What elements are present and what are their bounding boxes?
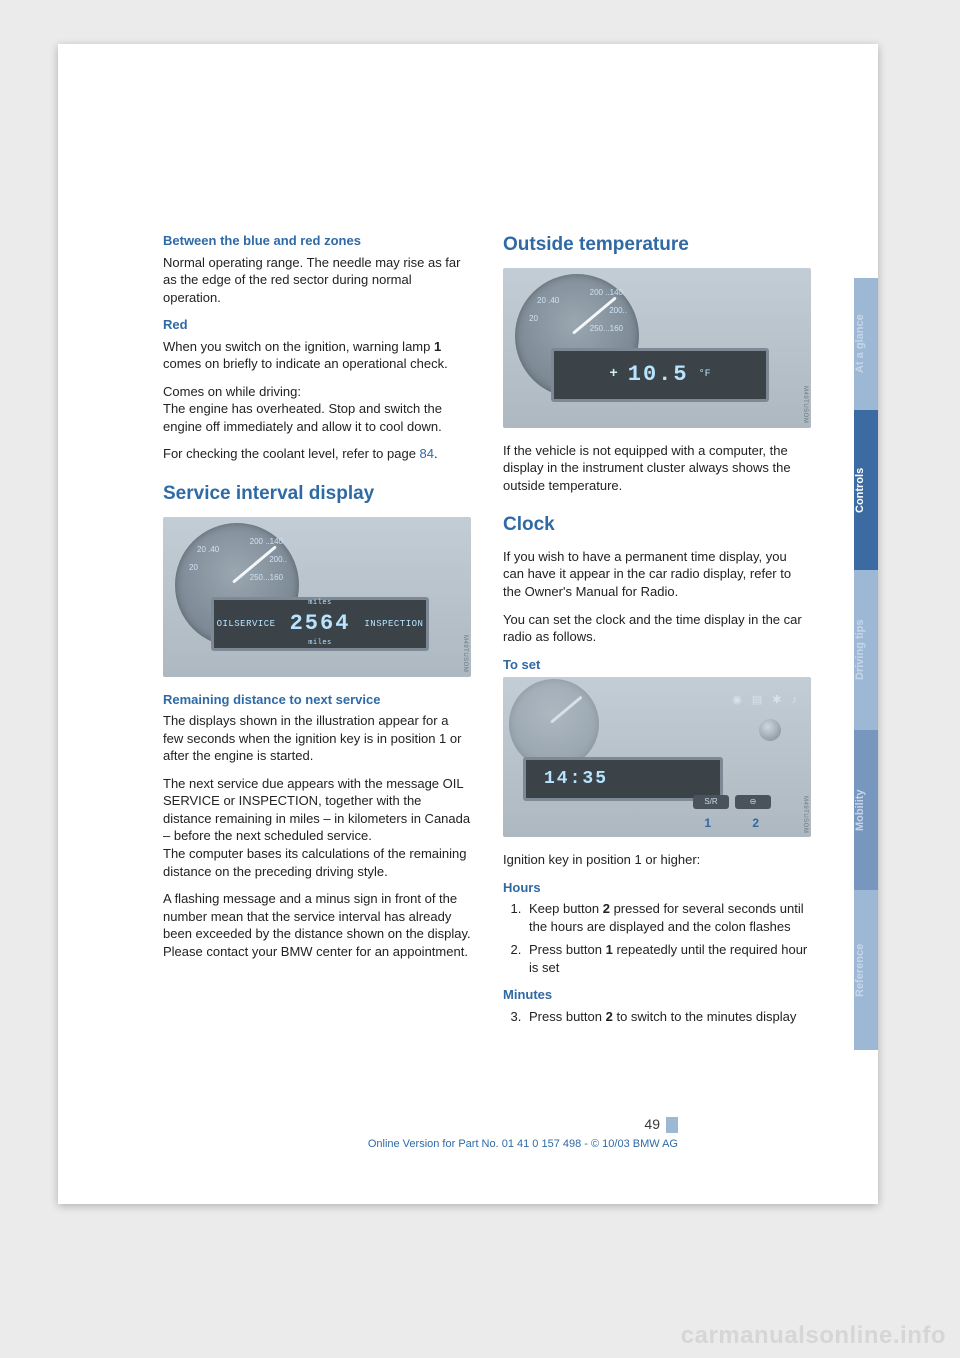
- tick: 250...160: [250, 573, 283, 584]
- text: When you switch on the ignition, warning…: [163, 339, 434, 354]
- radio-icons-row: ◉ ▤ ✱ ♪: [732, 693, 797, 708]
- tick: 200..: [269, 555, 287, 566]
- lcd-display: OILSERVICE miles 2564 miles INSPECTION: [211, 597, 429, 651]
- tick: 200 ..140: [590, 288, 623, 299]
- lcd-plus: +: [609, 365, 617, 384]
- tick: 200 ..140: [250, 537, 283, 548]
- callout-2: 2: [752, 815, 759, 831]
- content-area: Between the blue and red zones Normal op…: [163, 232, 811, 1036]
- list-item: Press button 2 to switch to the minutes …: [525, 1008, 811, 1026]
- para-red-3: For checking the coolant level, refer to…: [163, 445, 471, 463]
- heading-to-set: To set: [503, 656, 811, 674]
- lcd-display: + 10.5 °F: [551, 348, 769, 402]
- right-column: Outside temperature 20 20 .40 200 ..140 …: [503, 232, 811, 1036]
- manual-page: At a glance Controls Driving tips Mobili…: [58, 44, 878, 1204]
- heading-hours: Hours: [503, 879, 811, 897]
- image-code: M49TUSOM: [461, 635, 469, 672]
- tab-reference[interactable]: Reference: [854, 890, 878, 1050]
- heading-remaining-distance: Remaining distance to next service: [163, 691, 471, 709]
- page-number-box: [666, 1117, 678, 1133]
- heading-red: Red: [163, 316, 471, 334]
- radio-btn-sr: S/R: [693, 795, 729, 809]
- bold-1: 1: [606, 942, 613, 957]
- para-ignition: Ignition key in position 1 or higher:: [503, 851, 811, 869]
- text: comes on briefly to indicate an operatio…: [163, 356, 448, 371]
- lcd-number: 2564: [290, 609, 351, 639]
- para-clock-2: You can set the clock and the time displ…: [503, 611, 811, 646]
- para-between: Normal operating range. The needle may r…: [163, 254, 471, 307]
- tab-at-a-glance[interactable]: At a glance: [854, 278, 878, 410]
- para-red-1: When you switch on the ignition, warning…: [163, 338, 471, 373]
- text: For checking the coolant level, refer to…: [163, 446, 420, 461]
- lcd-temp-unit: °F: [699, 368, 711, 382]
- cluster-temp-illustration: 20 20 .40 200 ..140 200.. 250...160 + 10…: [503, 268, 811, 428]
- radio-btn-clock: ⊖: [735, 795, 771, 809]
- lcd-oilservice: OILSERVICE: [217, 618, 276, 630]
- watermark: carmanualsonline.info: [681, 1322, 946, 1350]
- tick: 20: [189, 563, 198, 574]
- para-rem-1: The displays shown in the illustration a…: [163, 712, 471, 765]
- lcd-center: miles 2564 miles: [290, 599, 351, 648]
- cluster-service-illustration: 20 20 .40 200 ..140 200.. 250...160 OILS…: [163, 517, 471, 677]
- bold-2: 2: [606, 1009, 613, 1024]
- bold-1: 1: [434, 339, 441, 354]
- hours-list: Keep button 2 pressed for several second…: [503, 900, 811, 976]
- image-code: M49TUSOM: [801, 796, 809, 833]
- lcd-miles-bot: miles: [308, 639, 332, 648]
- radio-icon: ▤: [752, 693, 762, 708]
- lcd-temp-value: 10.5: [628, 360, 689, 390]
- callout-1: 1: [704, 815, 711, 831]
- bold-2: 2: [603, 901, 610, 916]
- radio-icon: ✱: [772, 693, 781, 708]
- minutes-list: Press button 2 to switch to the minutes …: [503, 1008, 811, 1026]
- lcd-time: 14:35: [544, 767, 608, 791]
- text: Press button: [529, 942, 606, 957]
- gauge-needle: [550, 696, 583, 724]
- radio-buttons: S/R ⊖: [693, 795, 771, 809]
- lcd-inspection: INSPECTION: [364, 618, 423, 630]
- para-rem-2: The next service due appears with the me…: [163, 775, 471, 880]
- heading-between-zones: Between the blue and red zones: [163, 232, 471, 250]
- heading-clock: Clock: [503, 512, 811, 538]
- list-item: Keep button 2 pressed for several second…: [525, 900, 811, 935]
- gauge-dial: [509, 679, 599, 769]
- radio-knob: [759, 719, 781, 741]
- text: .: [434, 446, 438, 461]
- tick: 20 .40: [537, 296, 559, 307]
- para-red-2: Comes on while driving: The engine has o…: [163, 383, 471, 436]
- image-code: M49TUSOM: [801, 386, 809, 423]
- text: Keep button: [529, 901, 603, 916]
- left-column: Between the blue and red zones Normal op…: [163, 232, 471, 1036]
- para-outside: If the vehicle is not equipped with a co…: [503, 442, 811, 495]
- text: Press button: [529, 1009, 606, 1024]
- heading-service-interval: Service interval display: [163, 481, 471, 507]
- para-clock-1: If you wish to have a permanent time dis…: [503, 548, 811, 601]
- radio-icon: ◉: [732, 693, 742, 708]
- heading-minutes: Minutes: [503, 986, 811, 1004]
- side-tabs: At a glance Controls Driving tips Mobili…: [854, 278, 878, 1050]
- page-number: 49: [644, 1116, 660, 1132]
- cluster-radio-illustration: ◉ ▤ ✱ ♪ 14:35 S/R ⊖ 1 2 M49TUSOM: [503, 677, 811, 837]
- tick: 20: [529, 314, 538, 325]
- page-link-84[interactable]: 84: [420, 446, 434, 461]
- footer-copyright: Online Version for Part No. 01 41 0 157 …: [368, 1138, 678, 1150]
- para-rem-3: A flashing message and a minus sign in f…: [163, 890, 471, 960]
- tab-driving-tips[interactable]: Driving tips: [854, 570, 878, 730]
- radio-icon: ♪: [792, 693, 798, 708]
- tick: 20 .40: [197, 545, 219, 556]
- tick: 200..: [609, 306, 627, 317]
- heading-outside-temp: Outside temperature: [503, 232, 811, 258]
- lcd-miles-top: miles: [308, 599, 332, 608]
- tick: 250...160: [590, 324, 623, 335]
- tab-controls[interactable]: Controls: [854, 410, 878, 570]
- tab-mobility[interactable]: Mobility: [854, 730, 878, 890]
- list-item: Press button 1 repeatedly until the requ…: [525, 941, 811, 976]
- text: to switch to the minutes display: [613, 1009, 797, 1024]
